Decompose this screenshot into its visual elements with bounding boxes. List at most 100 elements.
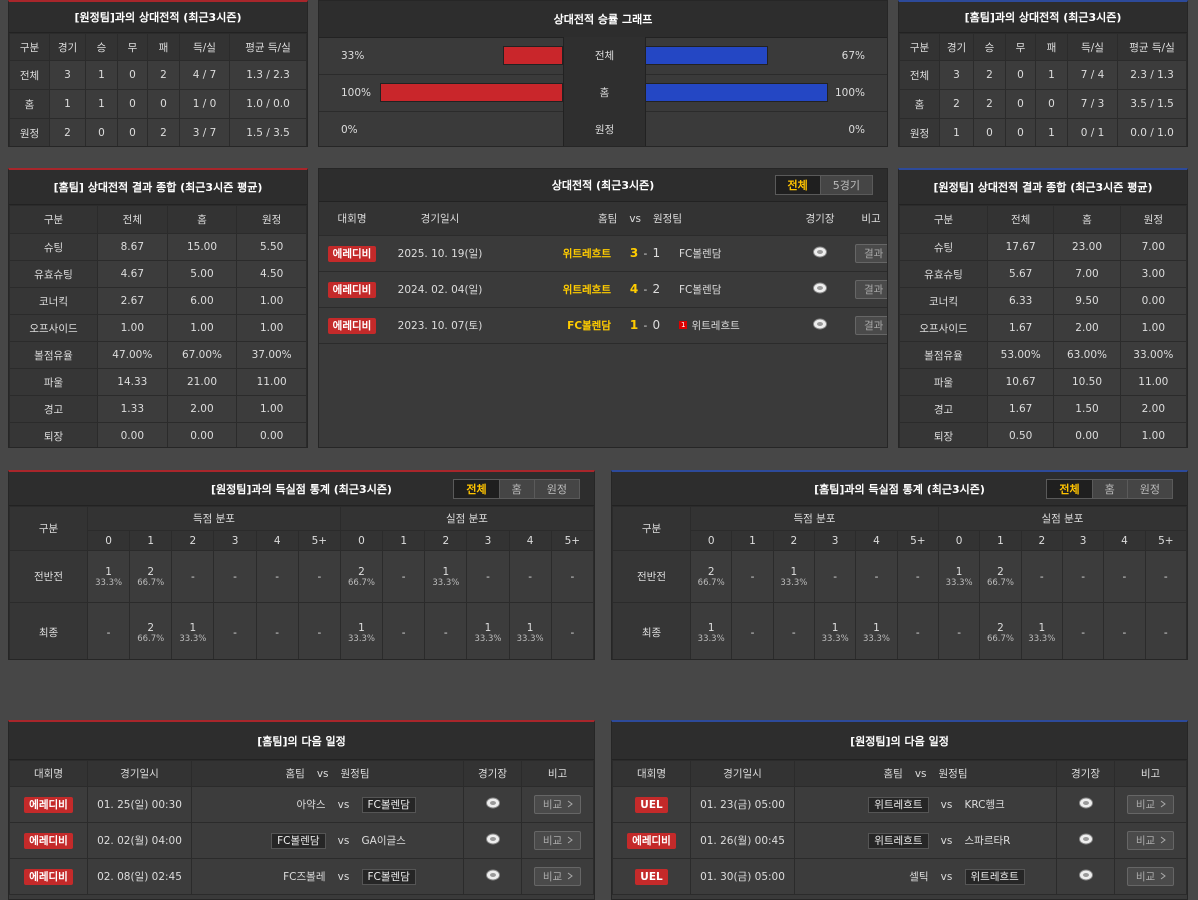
score-cell: 1 - 0: [615, 306, 675, 344]
stadium-icon: [1078, 869, 1093, 881]
title-text: [원정팀]과의 상대전적 (최근3시즌): [74, 11, 242, 24]
row-label-box: 전체: [563, 37, 646, 74]
row: 코너킥 6.33 9.50 0.00: [899, 287, 1187, 315]
bin-header: 0: [86, 530, 131, 551]
count: 1: [831, 621, 839, 634]
count: 1: [873, 621, 880, 634]
dist-cell: -: [731, 550, 774, 603]
cell: 오프사이드: [9, 314, 98, 342]
percent: 66.7%: [348, 577, 376, 588]
header-row: 구분 전체 홈 원정: [9, 205, 307, 234]
compare-button[interactable]: 비교: [533, 831, 582, 850]
arrow-icon: [567, 836, 573, 844]
left-bar: [502, 46, 563, 65]
dist-cell: -: [896, 550, 939, 603]
count: 2: [147, 565, 155, 578]
note-cell: 비교: [1114, 786, 1187, 823]
result-button[interactable]: 결과: [855, 315, 887, 335]
cell: 1: [1035, 60, 1068, 90]
count: 1: [442, 565, 450, 578]
match-row: 에레디비 2023. 10. 07(토) FC볼렌담 1 - 0 1 위트레흐트 결과: [319, 306, 887, 344]
row-label: 전반전: [612, 550, 691, 603]
tab[interactable]: 전체: [1047, 479, 1092, 498]
cell: 1.00: [236, 287, 307, 315]
stat-table: 구분 전체 홈 원정 슈팅 8.67 15.00 5.50 유효슈팅 4.67 5.00 4.50 코너…: [9, 205, 307, 447]
bin-header: 5+: [896, 530, 939, 551]
compare-button[interactable]: 비교: [1126, 867, 1175, 886]
away-team: 위트레흐트: [964, 869, 1025, 885]
row: 유효슈팅 4.67 5.00 4.50: [9, 260, 307, 288]
bin-header: 0: [689, 530, 733, 551]
league-badge: 에레디비: [327, 281, 377, 298]
cell: 1.3 / 2.3: [229, 60, 307, 90]
cell: 볼점유율: [9, 341, 98, 369]
schedule-table: 대회명 경기일시 홈팀 vs 원정팀 경기장 비고 에레디비 01. 25(일) 00:30 아약…: [9, 760, 594, 895]
cell: 7 / 4: [1067, 60, 1118, 90]
result-button[interactable]: 결과: [855, 243, 887, 263]
cell: 0.00: [97, 422, 168, 447]
cell: 6.00: [166, 287, 238, 315]
cell: 0 / 1: [1067, 118, 1118, 146]
dist-cell: 1 33.3%: [508, 602, 552, 659]
row-label: 최종: [612, 602, 691, 659]
header-cell: 대회명: [319, 202, 385, 236]
compare-button[interactable]: 비교: [533, 795, 582, 814]
compare-button[interactable]: 비교: [533, 867, 582, 886]
stadium-cell: [785, 270, 855, 308]
cell: 퇴장: [899, 422, 988, 447]
league-badge: UEL: [635, 796, 668, 813]
bin-header: 2: [424, 530, 468, 551]
away-cell: FC볼렌담: [355, 786, 464, 823]
dist-cell: -: [1020, 550, 1063, 603]
header-row: 대회명 경기일시 홈팀 vs 원정팀 경기장 비고: [319, 202, 887, 236]
header-cell: 홈팀 vs 원정팀: [495, 202, 785, 236]
panel-title: [원정팀]과의 득실점 통계 (최근3시즌) 전체 홈 원정: [9, 472, 594, 506]
tab[interactable]: 홈: [1091, 479, 1127, 498]
stadium-icon: [485, 797, 500, 809]
title-text: [원정팀] 상대전적 결과 종합 (최근3시즌 평균): [933, 181, 1153, 194]
panel-title: 상대전적 승률 그래프: [319, 1, 887, 38]
row-label: 원정: [594, 124, 615, 136]
date-cell: 2024. 02. 04(일): [385, 270, 495, 308]
cell: 5.67: [986, 260, 1055, 288]
row: 원정 2 0 0 2 3 / 7 1.5 / 3.5: [9, 118, 307, 146]
league-badge: 에레디비: [24, 869, 73, 885]
tab[interactable]: 5경기: [819, 176, 872, 194]
cell: 원정: [9, 118, 50, 146]
tab[interactable]: 원정: [1126, 479, 1172, 498]
row: 원정 1 0 0 1 0 / 1 0.0 / 1.0: [899, 118, 1187, 146]
tab[interactable]: 홈: [498, 479, 534, 498]
win-graph-panel: 상대전적 승률 그래프 33% 67% 전체 100% 100% 홈 0% 0% 원정: [318, 0, 888, 147]
result-button[interactable]: 결과: [855, 279, 887, 299]
tab-group: 전체 5경기: [774, 175, 873, 195]
header-cell: 평균 득/실: [1117, 33, 1187, 61]
button-text: 비교: [542, 799, 563, 811]
cell: 2: [973, 60, 1006, 90]
bin-header: 0: [339, 530, 384, 551]
dist-cell: -: [1144, 550, 1187, 603]
cell: 0: [1005, 118, 1036, 146]
compare-button[interactable]: 비교: [1126, 795, 1175, 814]
cell: 코너킥: [899, 287, 988, 315]
league-cell: 에레디비: [319, 234, 385, 272]
dist-cell: 2 66.7%: [129, 602, 173, 659]
cell: 17.67: [986, 233, 1055, 261]
away-cell: FC볼렌담: [355, 858, 464, 895]
row-label: 전체: [594, 50, 615, 62]
compare-button[interactable]: 비교: [1126, 831, 1175, 850]
tab[interactable]: 전체: [775, 176, 820, 194]
cell: 파울: [9, 368, 98, 396]
tab[interactable]: 전체: [454, 479, 499, 498]
league-badge: 에레디비: [327, 317, 377, 334]
tab[interactable]: 원정: [533, 479, 579, 498]
cell: 코너킥: [9, 287, 98, 315]
match-row: UEL 01. 30(금) 05:00 셀틱 vs 위트레흐트 비교: [612, 858, 1187, 895]
button-text: 결과: [864, 319, 884, 332]
bin-header: 1: [129, 530, 173, 551]
row: 전체 3 2 0 1 7 / 4 2.3 / 1.3: [899, 60, 1187, 90]
header-cell: 비고: [855, 202, 887, 236]
away-cell: 위트레흐트: [958, 858, 1057, 895]
match-row: 에레디비 2025. 10. 19(일) 위트레흐트 3 - 1 FC볼렌담 결과: [319, 234, 887, 272]
count: 1: [955, 565, 963, 578]
panel-title: [원정팀]과의 상대전적 (최근3시즌): [9, 2, 307, 33]
